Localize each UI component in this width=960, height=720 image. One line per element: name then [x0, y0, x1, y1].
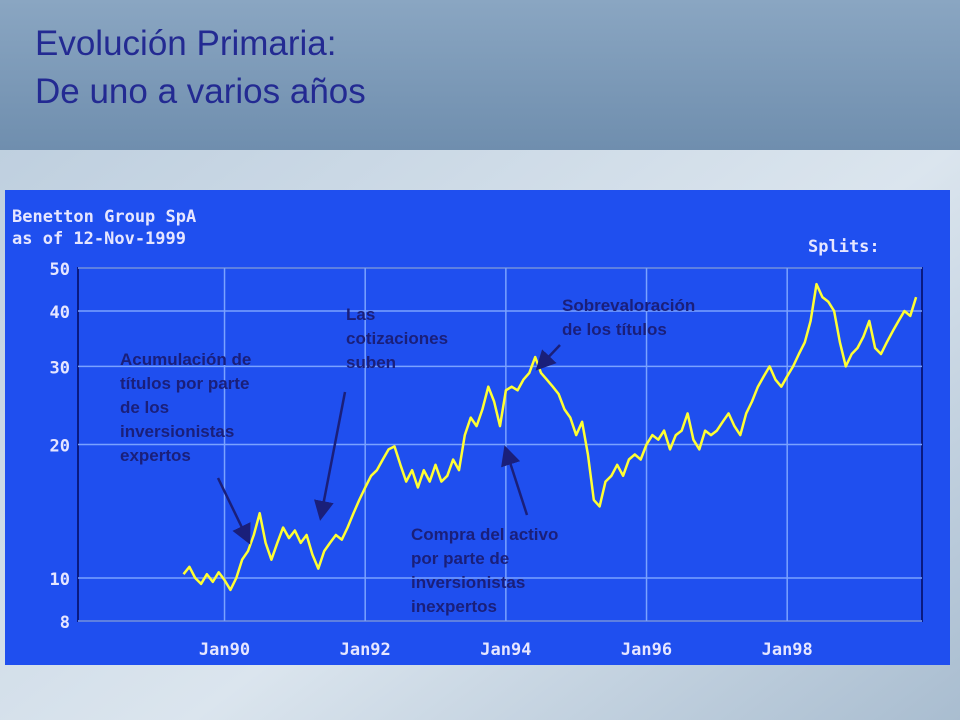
slide-title: De uno a varios años: [35, 72, 366, 111]
chart-title: Benetton Group SpA: [12, 207, 196, 227]
y-tick-label: 8: [60, 613, 70, 633]
annotation: inversionistas: [411, 573, 525, 592]
x-tick-label: Jan92: [340, 640, 391, 660]
chart-panel: [5, 190, 950, 665]
annotation: por parte de: [411, 549, 509, 568]
annotation: de los: [120, 398, 169, 417]
annotation: Sobrevaloración: [562, 296, 695, 315]
annotation: inversionistas: [120, 422, 234, 441]
y-tick-label: 20: [50, 437, 70, 457]
annotation: Compra del activo: [411, 525, 558, 544]
annotation: expertos: [120, 446, 191, 465]
annotation: suben: [346, 353, 396, 372]
y-tick-label: 40: [50, 303, 70, 323]
slide-title: Evolución Primaria:: [35, 24, 337, 63]
y-tick-label: 30: [50, 358, 70, 378]
arrow: [501, 445, 529, 516]
x-tick-label: Jan98: [762, 640, 813, 660]
y-tick-label: 50: [50, 260, 70, 280]
arrow: [216, 477, 251, 545]
annotation: de los títulos: [562, 320, 667, 339]
annotation: inexpertos: [411, 597, 497, 616]
arrow: [535, 344, 561, 371]
x-tick-label: Jan96: [621, 640, 672, 660]
x-tick-label: Jan94: [480, 640, 531, 660]
chart-subtitle: as of 12-Nov-1999: [12, 229, 186, 249]
annotation: cotizaciones: [346, 329, 448, 348]
y-tick-label: 10: [50, 570, 70, 590]
annotation: Acumulación de: [120, 350, 251, 369]
splits-label: Splits:: [808, 237, 880, 257]
arrow: [314, 391, 347, 521]
annotation: Las: [346, 305, 375, 324]
price-line: [182, 282, 918, 592]
x-tick-label: Jan90: [199, 640, 250, 660]
annotation: títulos por parte: [120, 374, 249, 393]
title-band: [0, 0, 960, 150]
